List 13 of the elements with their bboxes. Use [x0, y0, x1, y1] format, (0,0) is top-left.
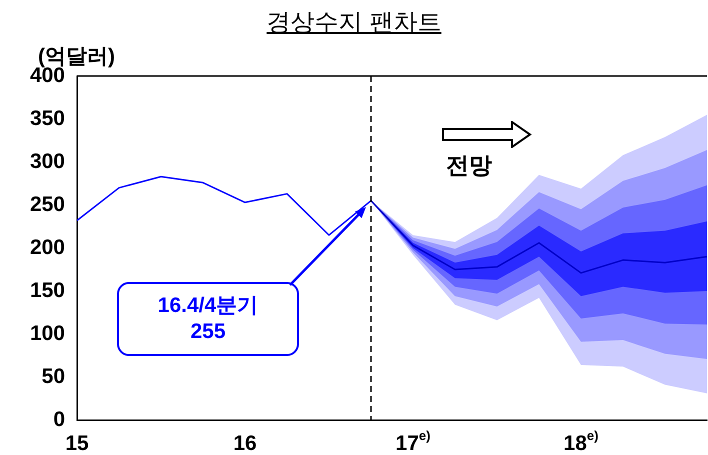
x-tick-label: 15 [65, 432, 89, 455]
y-tick-label: 250 [30, 192, 65, 216]
y-tick-label: 350 [30, 106, 65, 130]
y-tick-label: 300 [30, 150, 65, 173]
y-tick-label: 0 [53, 408, 65, 431]
y-tick-label: 200 [30, 236, 65, 259]
annotation: 16.4/4분기 255 [156, 293, 260, 345]
annotation: 전망 [446, 151, 492, 180]
y-tick-label: 150 [30, 278, 65, 302]
y-tick-label: 100 [30, 322, 65, 345]
x-tick-label: 16 [233, 432, 257, 455]
y-tick-label: 50 [42, 364, 65, 388]
chart-title: 경상수지 팬차트 [266, 9, 442, 36]
